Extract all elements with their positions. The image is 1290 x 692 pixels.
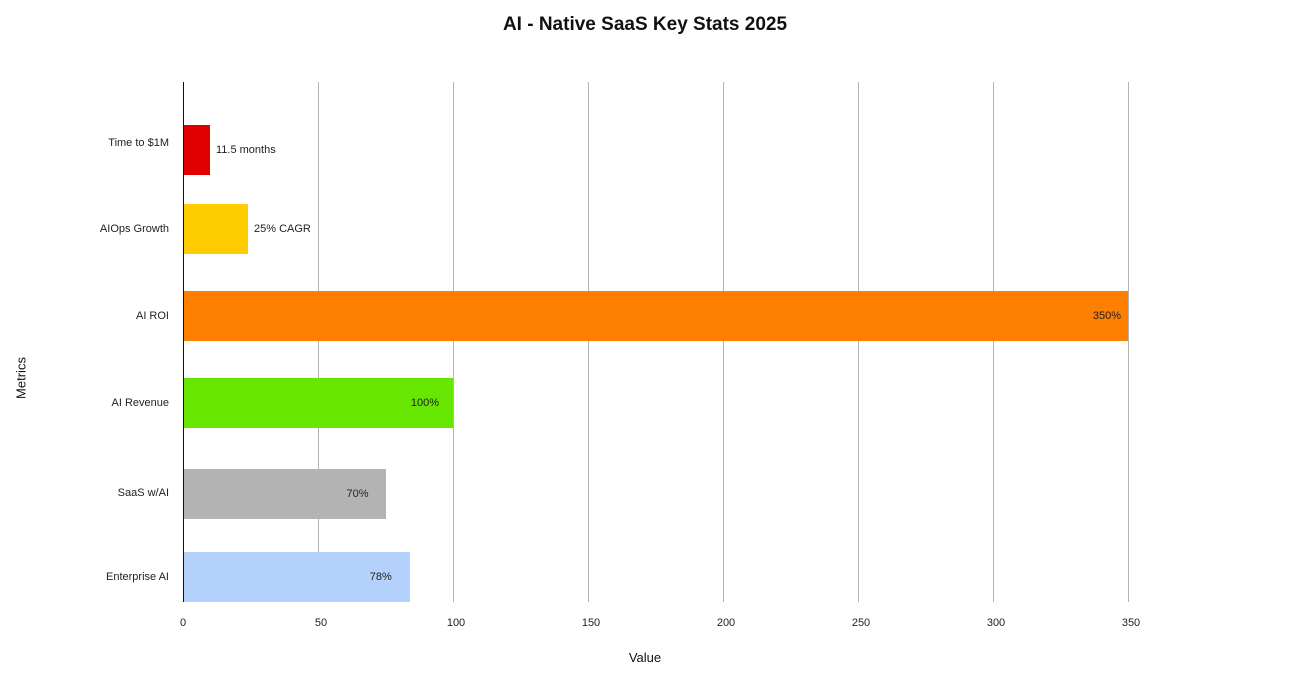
category-label: AIOps Growth	[99, 223, 169, 235]
x-tick: 100	[446, 617, 466, 629]
bar-ai-roi: 350%	[183, 291, 1128, 341]
gridline	[993, 82, 994, 602]
x-tick: 300	[986, 617, 1006, 629]
category-label: Time to $1M	[108, 137, 169, 149]
x-tick: 250	[851, 617, 871, 629]
gridline	[1128, 82, 1129, 602]
data-label: 25% CAGR	[254, 223, 311, 235]
y-axis-label: Metrics	[13, 357, 29, 399]
bar-aiops-growth: 25% CAGR	[183, 204, 311, 254]
x-tick: 150	[581, 617, 601, 629]
data-label: 100%	[410, 397, 439, 409]
bar-time-to-1m: 11.5 months	[183, 125, 276, 175]
x-axis-label: Value	[628, 650, 662, 665]
data-label: 350%	[1092, 310, 1121, 322]
gridline	[588, 82, 589, 602]
bar-enterprise-ai: 78%	[183, 552, 410, 602]
data-label: 11.5 months	[216, 144, 276, 156]
category-label: Enterprise AI	[106, 571, 169, 583]
bar-ai-revenue: 100%	[183, 378, 453, 428]
category-label: AI Revenue	[111, 397, 169, 409]
gridline	[453, 82, 454, 602]
x-tick: 350	[1121, 617, 1141, 629]
data-label: 78%	[369, 571, 392, 583]
gridline	[858, 82, 859, 602]
data-label: 70%	[346, 488, 369, 500]
x-tick: 50	[314, 617, 328, 629]
category-label: AI ROI	[135, 310, 169, 322]
y-axis-line	[183, 82, 184, 602]
category-label: SaaS w/AI	[117, 487, 169, 499]
plot-area: 11.5 months 25% CAGR 350% 100% 70% 78%	[183, 82, 1183, 602]
gridline	[723, 82, 724, 602]
bar-saas-w-ai: 70%	[183, 469, 386, 519]
chart-title: AI - Native SaaS Key Stats 2025	[502, 14, 788, 35]
gridline	[318, 82, 319, 602]
x-tick: 0	[179, 617, 187, 629]
x-tick: 200	[716, 617, 736, 629]
